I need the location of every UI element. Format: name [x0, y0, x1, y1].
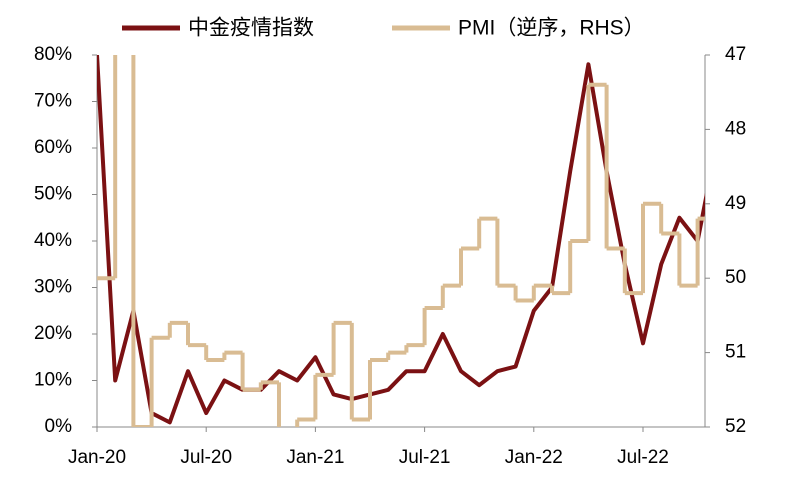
x-tick-label: Jul-22: [617, 447, 669, 468]
y-tick-label: 70%: [34, 91, 72, 112]
y2-tick-label: 50: [725, 267, 746, 288]
y2-tick-label: 48: [725, 118, 746, 139]
y2-tick-label: 49: [725, 193, 746, 214]
x-tick-label: Jul-20: [180, 447, 232, 468]
y-tick-label: 0%: [45, 416, 73, 437]
y-tick-label: 80%: [34, 44, 72, 65]
y2-tick-label: 51: [725, 342, 746, 363]
y2-tick-label: 52: [725, 416, 746, 437]
x-tick-label: Jul-21: [399, 447, 451, 468]
series-line: [97, 55, 705, 425]
y-tick-label: 10%: [34, 370, 72, 391]
x-tick-label: Jan-22: [505, 447, 563, 468]
plot-area: [97, 55, 705, 427]
y-tick-label: 50%: [34, 184, 72, 205]
legend-label: PMI（逆序，RHS）: [458, 17, 645, 40]
y-tick-label: 20%: [34, 323, 72, 344]
y-tick-label: 30%: [34, 277, 72, 298]
x-tick-label: Jan-20: [68, 447, 126, 468]
y-tick-label: 40%: [34, 230, 72, 251]
y2-tick-label: 47: [725, 44, 746, 65]
x-tick-label: Jan-21: [286, 447, 344, 468]
y-tick-label: 60%: [34, 137, 72, 158]
legend-label: 中金疫情指数: [188, 17, 314, 40]
